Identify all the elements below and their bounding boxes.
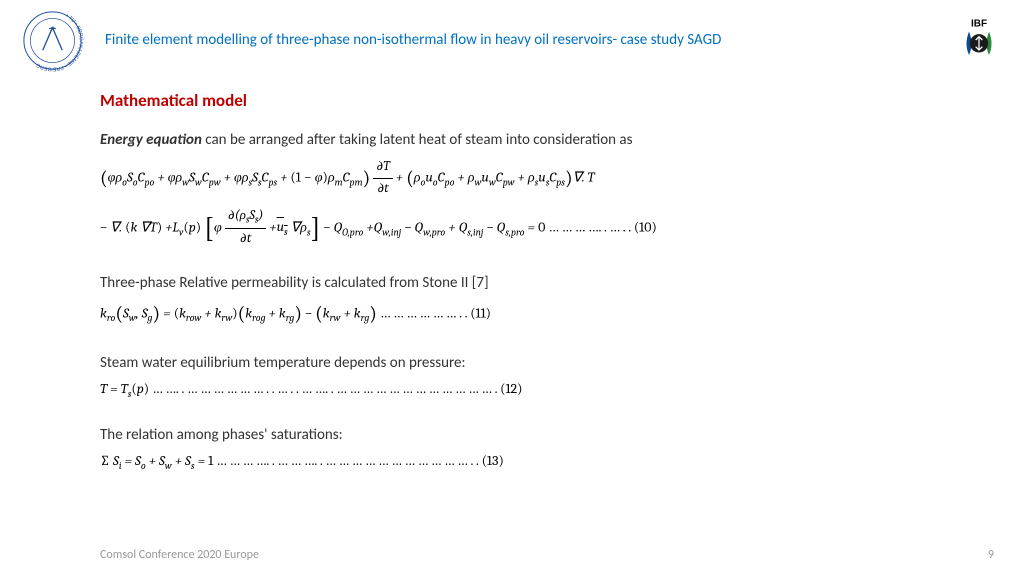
energy-eq-line2: − ∇. (k ∇T) +Lv(p) [φ ∂(ρsSs)∂t +us ∇ρs]… <box>100 206 964 251</box>
energy-intro: Energy equation can be arranged after ta… <box>100 131 964 149</box>
header: • TU • BERGAKADEMIE • FREIBERG Finite el… <box>0 0 1024 70</box>
footer: Comsol Conference 2020 Europe 9 <box>100 548 994 562</box>
sat-block: The relation among phases' saturations: … <box>100 426 964 474</box>
footer-left: Comsol Conference 2020 Europe <box>100 548 259 562</box>
energy-intro-em: Energy equation <box>100 131 202 149</box>
perm-text: Three-phase Relative permeability is cal… <box>100 274 964 292</box>
page-number: 9 <box>988 548 994 562</box>
sat-eq: ∑ Si = So + Sw + Ss = 1 … … … …. . … … …… <box>100 450 964 474</box>
sat-text: The relation among phases' saturations: <box>100 426 964 444</box>
steam-eq: T = Ts(p) … …. . … … … … … … . . … . . …… <box>100 378 964 402</box>
content: Mathematical model Energy equation can b… <box>0 70 1024 474</box>
ibf-logo: IBF <box>954 15 1004 65</box>
page-title: Finite element modelling of three-phase … <box>105 31 934 49</box>
perm-eq: kro(Sw, Sg) = (krow + krw)(krog + krg) −… <box>100 298 964 330</box>
section-title: Mathematical model <box>100 90 964 111</box>
perm-block: Three-phase Relative permeability is cal… <box>100 274 964 330</box>
energy-intro-rest: can be arranged after taking latent heat… <box>202 131 633 149</box>
svg-text:IBF: IBF <box>971 19 987 30</box>
steam-text: Steam water equilibrium temperature depe… <box>100 354 964 372</box>
steam-block: Steam water equilibrium temperature depe… <box>100 354 964 402</box>
energy-eq-line1: (φρoSoCpo + φρwSwCpw + φρsSsCps + (1 − φ… <box>100 157 964 200</box>
tu-freiberg-logo: • TU • BERGAKADEMIE • FREIBERG <box>20 8 85 73</box>
